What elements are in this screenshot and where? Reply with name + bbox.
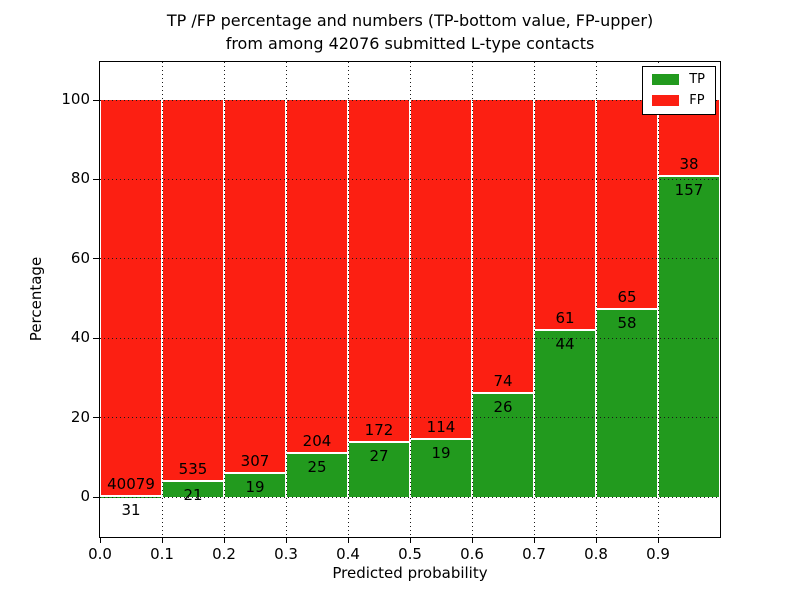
bar-segment-fp <box>163 100 223 480</box>
x-axis-label: Predicted probability <box>332 564 488 582</box>
bar-segment-fp <box>287 100 347 452</box>
bar-segment-tp <box>349 443 409 497</box>
tp-count-label: 27 <box>369 447 389 466</box>
x-tick <box>347 538 349 543</box>
bar-segment-fp <box>411 100 471 439</box>
y-gridline <box>100 258 720 260</box>
bar-segment-tp <box>473 393 533 497</box>
x-tick-label: 0.8 <box>584 545 608 563</box>
bar-segment-fp <box>473 100 533 392</box>
chart-title-line1: TP /FP percentage and numbers (TP-bottom… <box>166 11 654 30</box>
chart-title: TP /FP percentage and numbers (TP-bottom… <box>100 9 720 55</box>
bar-segment-tp <box>225 473 285 497</box>
fp-count-label: 535 <box>178 460 208 478</box>
y-tick <box>93 496 99 498</box>
x-tick-label: 0.9 <box>646 545 670 563</box>
chart-title-line2: from among 42076 submitted L-type contac… <box>225 34 595 53</box>
y-tick-label: 40 <box>70 328 90 347</box>
y-tick <box>93 417 99 419</box>
y-gridline <box>100 496 720 498</box>
y-tick <box>93 337 99 339</box>
x-tick-label: 0.3 <box>274 545 298 563</box>
x-gridline <box>161 62 163 537</box>
x-tick <box>161 538 163 543</box>
x-tick <box>409 538 411 543</box>
fp-count-label: 172 <box>364 421 394 440</box>
fp-count-label: 307 <box>240 451 270 470</box>
x-tick <box>657 538 659 543</box>
x-gridline <box>595 62 597 537</box>
bar-segment-tp <box>163 481 223 497</box>
x-tick-label: 0.2 <box>212 545 236 563</box>
x-tick <box>595 538 597 543</box>
fp-count-label: 40079 <box>107 474 155 493</box>
y-tick-label: 0 <box>80 487 90 505</box>
fp-count-label: 114 <box>426 418 456 437</box>
plot-area: TP FP 40079 31 535 21 307 19 204 25 172 27 114 19 74… <box>99 61 721 538</box>
x-gridline <box>533 62 535 537</box>
legend-item-tp: TP <box>652 73 705 86</box>
y-tick-label: 100 <box>61 90 90 108</box>
y-gridline <box>100 417 720 419</box>
x-tick-label: 0.4 <box>336 545 360 563</box>
x-tick <box>223 538 225 543</box>
tp-count-label: 19 <box>431 444 451 463</box>
tp-count-label: 31 <box>121 500 141 519</box>
y-gridline <box>100 99 720 101</box>
bar-segment-fp <box>349 100 409 442</box>
y-tick-label: 60 <box>70 248 90 267</box>
fp-count-label: 65 <box>617 287 637 306</box>
tp-count-label: 44 <box>555 334 575 353</box>
bar-segment-fp <box>225 100 285 472</box>
bar-segment-fp <box>535 100 595 329</box>
bar-segment-fp <box>101 100 161 495</box>
x-gridline <box>285 62 287 537</box>
legend-label-fp: FP <box>689 93 705 108</box>
x-tick <box>471 538 473 543</box>
y-tick <box>93 99 99 101</box>
bar-segment-tp <box>287 453 347 497</box>
y-tick <box>93 178 99 180</box>
fp-count-label: 204 <box>302 431 332 450</box>
y-tick-label: 20 <box>70 407 90 426</box>
y-tick-label: 80 <box>70 169 90 188</box>
x-tick-label: 0.0 <box>88 545 112 563</box>
x-gridline <box>471 62 473 537</box>
x-tick <box>99 538 101 543</box>
bar-segment-tp <box>411 440 471 497</box>
y-tick <box>93 258 99 260</box>
x-tick-label: 0.7 <box>522 545 546 563</box>
legend-label-tp: TP <box>689 72 705 87</box>
x-tick-label: 0.5 <box>398 545 422 563</box>
x-gridline <box>223 62 225 537</box>
x-tick-label: 0.6 <box>460 545 484 563</box>
x-gridline <box>409 62 411 537</box>
fp-count-label: 61 <box>555 308 575 327</box>
tp-count-label: 25 <box>307 457 327 476</box>
bar-segment-fp <box>597 100 657 308</box>
y-gridline <box>100 337 720 339</box>
bar-segment-tp <box>659 177 719 497</box>
y-gridline <box>100 178 720 180</box>
x-gridline <box>347 62 349 537</box>
legend-item-fp: FP <box>652 94 705 107</box>
y-axis-label: Percentage <box>27 256 45 342</box>
bar-segment-tp <box>535 330 595 497</box>
x-tick <box>533 538 535 543</box>
fp-swatch <box>652 95 680 106</box>
x-tick-label: 0.1 <box>150 545 174 563</box>
bar-segment-tp <box>597 309 657 497</box>
x-tick <box>285 538 287 543</box>
legend: TP FP <box>642 66 716 115</box>
x-gridline <box>657 62 659 537</box>
tp-count-label: 19 <box>245 477 265 496</box>
fp-count-label: 38 <box>679 155 699 174</box>
tp-count-label: 26 <box>493 397 513 416</box>
tp-count-label: 157 <box>674 181 704 200</box>
fp-count-label: 74 <box>493 371 513 390</box>
tp-swatch <box>652 74 680 85</box>
tp-count-label: 21 <box>183 485 203 504</box>
tp-count-label: 58 <box>617 313 637 332</box>
